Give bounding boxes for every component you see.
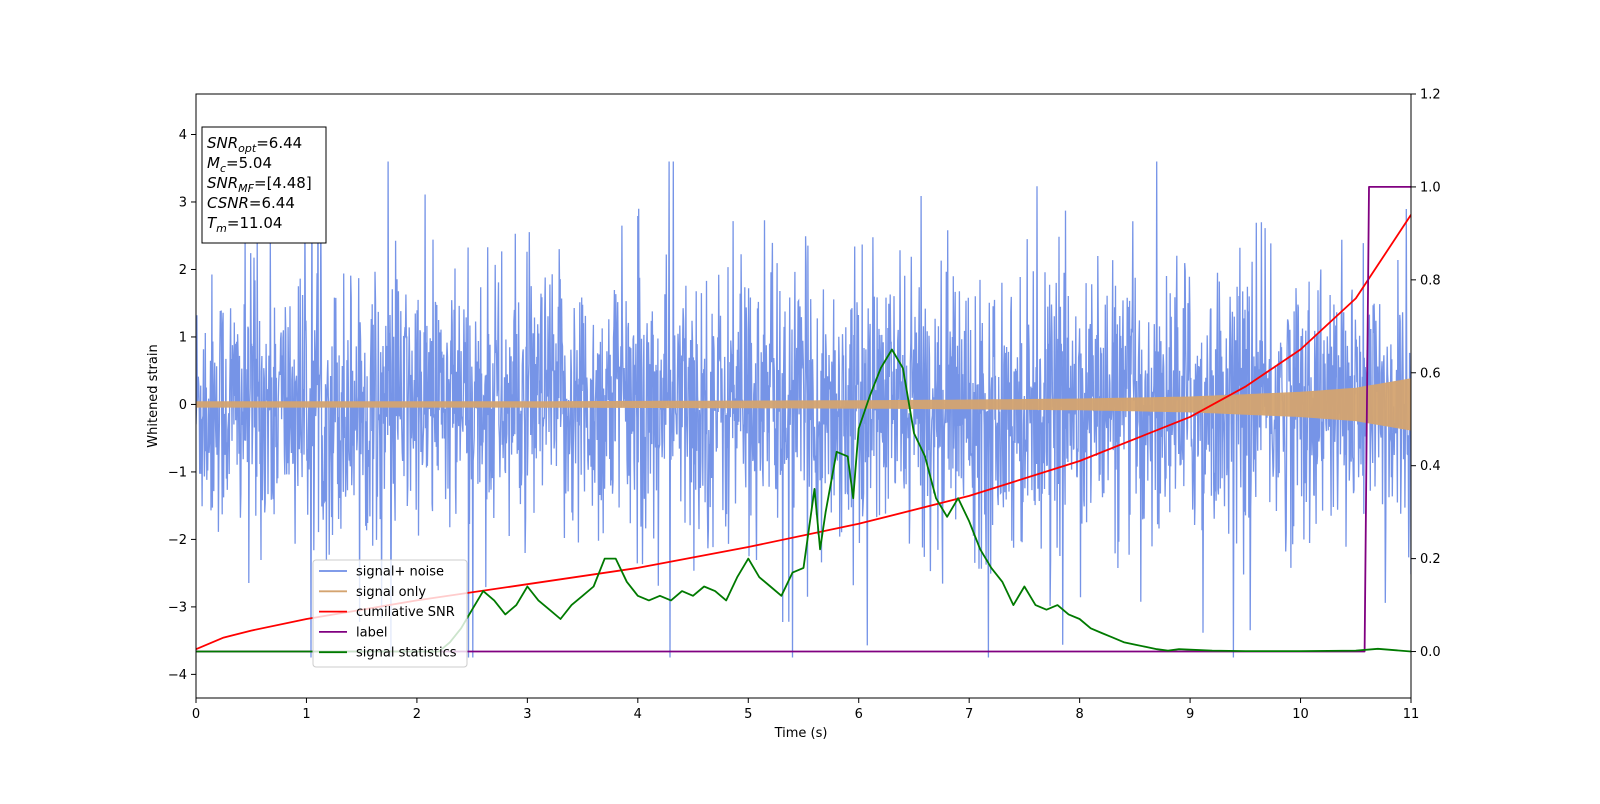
y2-tick-label: 1.0 <box>1420 180 1441 195</box>
annotation-line: CSNR=6.44 <box>207 194 295 212</box>
x-tick-label: 2 <box>413 707 421 722</box>
x-tick-label: 10 <box>1292 707 1309 722</box>
y2-tick-label: 0.6 <box>1420 366 1441 381</box>
legend: signal+ noise signal only cumilative SNR la… <box>312 559 468 668</box>
annotation-frame <box>201 126 327 244</box>
x-axis-label: Time (s) <box>774 726 828 741</box>
x-tick-label: 4 <box>634 707 642 722</box>
y2-tick-label: 0.8 <box>1420 273 1441 288</box>
annotation-line: Mc=5.04 <box>207 154 272 175</box>
annotation-line: Tm=11.04 <box>207 214 282 235</box>
legend-label: signal+ noise <box>356 565 444 580</box>
x-tick-label: 0 <box>192 707 200 722</box>
x-tick-label: 6 <box>855 707 863 722</box>
y-tick-label: −4 <box>168 668 187 683</box>
y-tick-label: 0 <box>179 398 187 413</box>
x-tick-label: 1 <box>302 707 310 722</box>
y-tick-label: −3 <box>168 600 187 615</box>
legend-label: cumilative SNR <box>356 605 455 620</box>
x-tick-label: 7 <box>965 707 973 722</box>
legend-label: signal statistics <box>356 646 457 661</box>
series-signal-statistics <box>196 348 1411 653</box>
y2-tick-label: 1.2 <box>1420 88 1441 103</box>
legend-label: label <box>356 625 387 640</box>
y-tick-label: −1 <box>168 465 187 480</box>
y2-tick-label: 0.2 <box>1420 552 1441 567</box>
series-signal-only <box>196 378 1411 431</box>
series-label <box>196 186 1411 653</box>
x-tick-label: 5 <box>744 707 752 722</box>
plot-frame <box>195 93 1412 699</box>
x-tick-label: 9 <box>1186 707 1194 722</box>
annotation-line: SNRMF=[4.48] <box>207 174 312 195</box>
y2-tick-label: 0.0 <box>1420 645 1441 660</box>
y-tick-label: 1 <box>179 330 187 345</box>
series-signal-noise <box>196 161 1411 658</box>
legend-label: signal only <box>356 585 426 600</box>
axes-layer <box>191 93 1416 703</box>
y-tick-label: −2 <box>168 533 187 548</box>
x-tick-label: 11 <box>1403 707 1420 722</box>
x-tick-label: 8 <box>1075 707 1083 722</box>
y-axis-label: Whitened strain <box>146 344 161 447</box>
y-tick-label: 3 <box>179 195 187 210</box>
legend-frame <box>312 559 468 668</box>
y2-tick-label: 0.4 <box>1420 459 1441 474</box>
y-tick-label: 2 <box>179 263 187 278</box>
annotation-line: SNRopt=6.44 <box>207 134 302 155</box>
y-tick-label: 4 <box>179 128 187 143</box>
text-layer: Time (s) Whitened strain 0 1 2 3 4 5 6 7 8 9 10 11−… <box>146 88 1441 742</box>
series-layer <box>196 161 1411 658</box>
x-tick-label: 3 <box>523 707 531 722</box>
series-cumulative-snr <box>196 214 1411 651</box>
